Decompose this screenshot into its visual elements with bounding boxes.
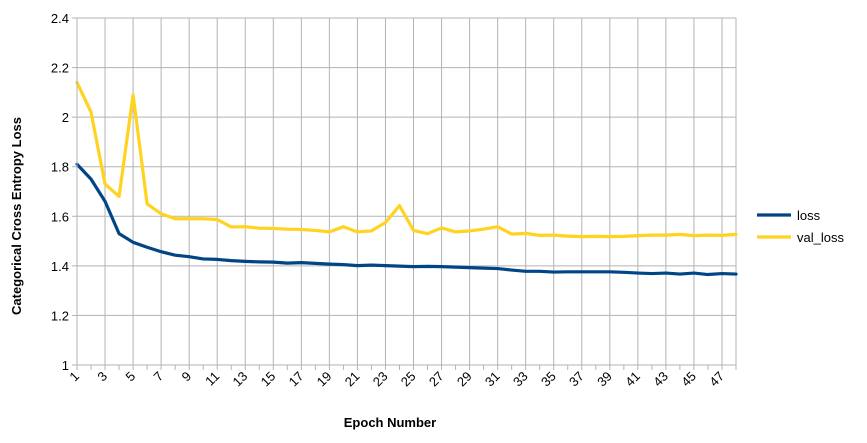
x-tick-label: 45 (678, 369, 699, 390)
series-line-loss (75, 162, 738, 277)
gridlines (76, 17, 737, 366)
legend-label: val_loss (797, 230, 844, 245)
y-tick-label: 1.6 (51, 209, 69, 224)
x-tick-label: 9 (179, 369, 195, 385)
x-tick-label: 21 (342, 369, 363, 390)
y-tick-label: 2 (62, 110, 69, 125)
x-tick-labels: 1 3 5 7 9 11 13 15 17 19 21 23 25 27 29 31 33 35 37 39 41 43 4… (66, 369, 727, 390)
series-lines (75, 80, 738, 277)
y-axis-title: Categorical Cross Entropy Loss (9, 117, 24, 315)
x-tick-label: 33 (510, 369, 531, 390)
x-tick-label: 25 (398, 369, 419, 390)
x-tick-label: 15 (258, 369, 279, 390)
x-tick-label: 31 (482, 369, 503, 390)
legend-label: loss (797, 208, 821, 223)
x-tick-label: 37 (566, 369, 587, 390)
y-tick-label: 1 (62, 358, 69, 373)
x-tick-label: 43 (650, 369, 671, 390)
y-tick-label: 1.4 (51, 259, 69, 274)
x-tick-label: 47 (706, 369, 727, 390)
x-tick-label: 27 (426, 369, 447, 390)
x-tick-label: 7 (151, 369, 167, 385)
x-tick-label: 41 (622, 369, 643, 390)
y-tick-label: 2.4 (51, 11, 69, 26)
x-tick-label: 19 (314, 369, 335, 390)
axes (72, 17, 737, 370)
y-tick-label: 1.2 (51, 308, 69, 323)
x-tick-label: 39 (594, 369, 615, 390)
x-tick-label: 13 (230, 369, 251, 390)
x-tick-label: 1 (66, 369, 82, 385)
series-line-val-loss (75, 80, 738, 239)
x-axis-title: Epoch Number (344, 415, 436, 430)
x-tick-label: 11 (202, 369, 222, 389)
y-tick-labels: 1 1.2 1.4 1.6 1.8 2 2.2 2.4 (51, 11, 69, 373)
x-tick-label: 29 (454, 369, 475, 390)
x-tick-label: 17 (286, 369, 307, 390)
y-tick-label: 1.8 (51, 160, 69, 175)
x-tick-label: 5 (122, 369, 138, 385)
legend: loss val_loss (757, 208, 844, 245)
x-tick-label: 23 (370, 369, 391, 390)
x-tick-label: 35 (538, 369, 559, 390)
y-tick-label: 2.2 (51, 61, 69, 76)
x-tick-label: 3 (94, 369, 110, 385)
